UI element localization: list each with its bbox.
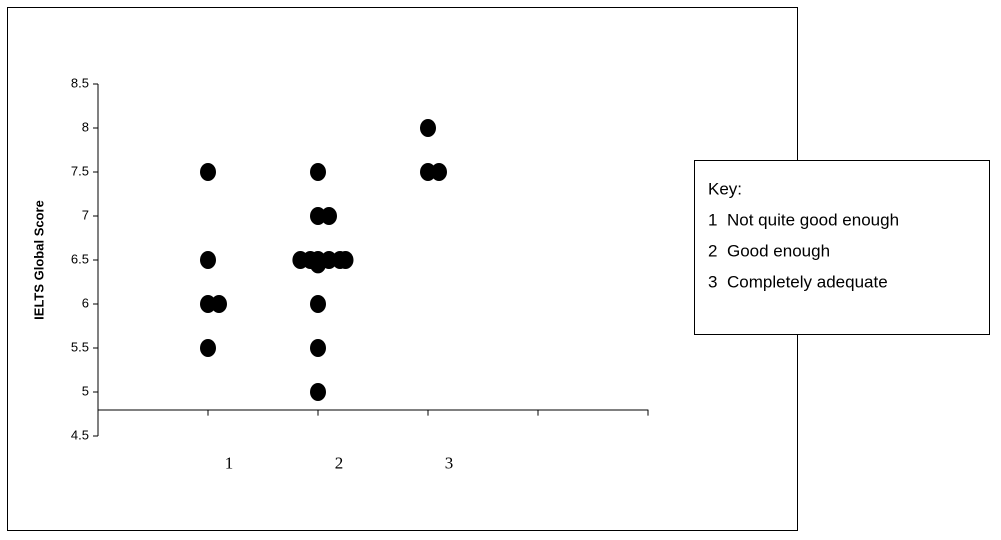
data-point (310, 383, 326, 401)
y-tick-label: 6 (82, 295, 89, 310)
x-tick-label: 2 (335, 454, 344, 473)
y-tick-label: 8 (82, 119, 89, 134)
legend-title: Key: (708, 179, 742, 198)
y-tick-label: 8.5 (71, 75, 89, 90)
data-point (200, 339, 216, 357)
legend-label: Completely adequate (727, 272, 888, 291)
y-tick-label: 5 (82, 383, 89, 398)
data-point (321, 207, 337, 225)
y-tick-label: 4.5 (71, 427, 89, 442)
x-tick-label: 3 (445, 454, 454, 473)
y-tick-label: 5.5 (71, 339, 89, 354)
y-tick-label: 7 (82, 207, 89, 222)
data-point (200, 163, 216, 181)
y-tick-label: 7.5 (71, 163, 89, 178)
data-point (420, 119, 436, 137)
legend-code: 2 (708, 241, 717, 260)
data-point (310, 207, 326, 225)
chart-border (7, 7, 798, 531)
data-point (310, 255, 326, 274)
data-point (310, 295, 326, 313)
legend-code: 3 (708, 272, 717, 291)
y-tick-label: 6.5 (71, 251, 89, 266)
data-point (200, 251, 216, 269)
x-tick-label: 1 (225, 454, 234, 473)
legend-box (694, 160, 990, 335)
y-axis-title: IELTS Global Score (31, 200, 46, 320)
legend-code: 1 (708, 210, 717, 229)
data-point (310, 163, 326, 181)
legend-label: Good enough (727, 241, 830, 260)
data-point (431, 163, 447, 181)
data-point (337, 251, 354, 269)
data-point (310, 339, 326, 357)
data-point (200, 295, 216, 313)
legend-label: Not quite good enough (727, 210, 899, 229)
data-point (211, 295, 227, 313)
data-point (420, 163, 436, 181)
